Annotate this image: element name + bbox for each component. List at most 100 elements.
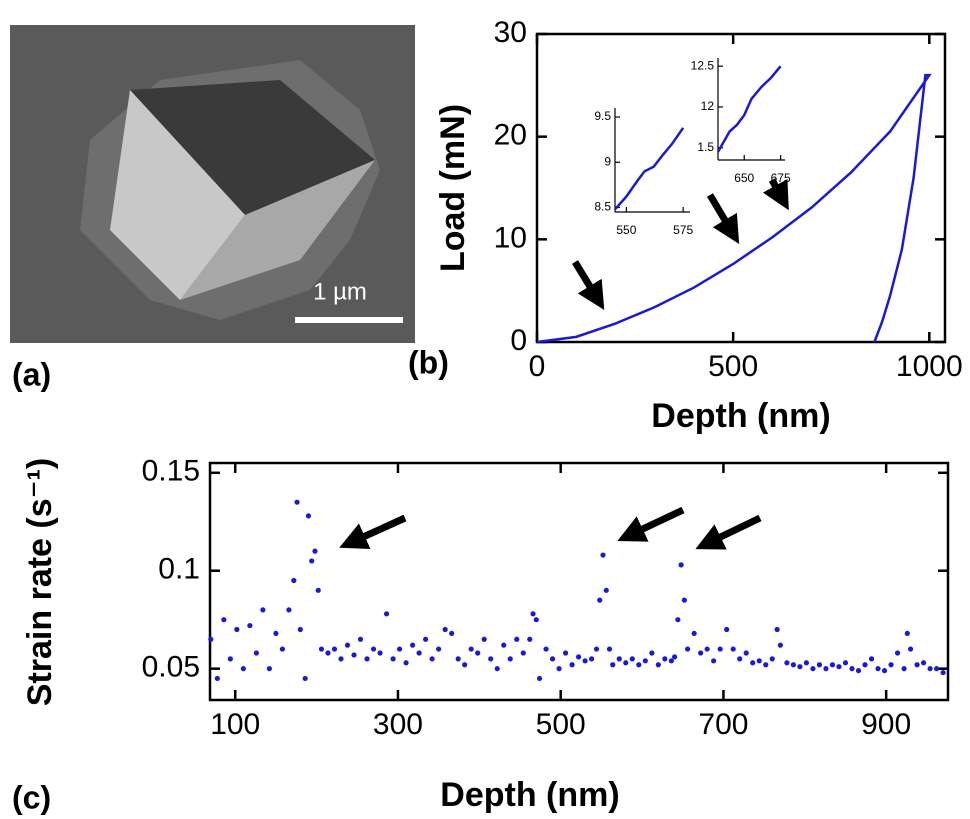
y-tick-label: 0	[510, 324, 527, 357]
data-point	[875, 666, 881, 672]
data-point	[543, 646, 549, 652]
y-tick-label: 30	[494, 16, 527, 49]
data-point	[597, 597, 603, 603]
data-point	[214, 675, 220, 682]
data-point	[501, 642, 507, 648]
y-tick-label: 8.5	[594, 200, 611, 214]
data-point	[410, 642, 416, 648]
data-point	[756, 658, 762, 664]
panel-label: (b)	[408, 344, 449, 380]
data-point	[533, 617, 539, 623]
data-point	[603, 587, 609, 593]
data-point	[940, 669, 946, 676]
data-point	[730, 646, 736, 652]
data-point	[774, 626, 780, 633]
data-point	[606, 646, 613, 652]
data-point	[816, 662, 823, 668]
x-tick-label: 300	[373, 708, 423, 741]
y-tick-label: 0.1	[158, 553, 200, 586]
data-point	[234, 626, 240, 633]
data-point	[894, 650, 901, 656]
data-line	[536, 73, 932, 344]
data-point	[862, 662, 868, 668]
data-point	[724, 626, 730, 633]
data-point	[208, 636, 214, 642]
x-tick-label: 675	[771, 171, 791, 185]
data-point	[423, 636, 429, 642]
data-point	[763, 662, 769, 668]
y-axis-label: Strain rate (s⁻¹)	[21, 458, 59, 706]
data-line	[614, 127, 685, 211]
data-point	[888, 662, 894, 668]
sem-image: 1 µm	[10, 25, 415, 343]
data-point	[711, 658, 717, 664]
data-point	[649, 650, 655, 656]
x-axis-label: Depth (nm)	[651, 397, 830, 435]
data-point	[623, 660, 629, 666]
data-point	[291, 577, 297, 584]
data-point	[253, 650, 259, 656]
data-point	[318, 646, 325, 652]
data-point	[662, 656, 668, 662]
data-point	[247, 622, 253, 629]
data-point	[364, 656, 370, 662]
y-tick-label: 12.5	[691, 58, 715, 72]
data-point	[901, 666, 907, 672]
data-point	[468, 646, 474, 652]
data-point	[305, 513, 312, 519]
data-point	[636, 662, 642, 668]
data-point	[685, 646, 691, 652]
data-point	[260, 607, 266, 613]
data-point	[556, 666, 562, 672]
data-point	[823, 666, 829, 672]
data-point	[536, 675, 543, 682]
data-point	[383, 611, 390, 617]
data-point	[273, 630, 279, 637]
data-point	[655, 662, 661, 668]
data-point	[436, 646, 442, 652]
data-point	[803, 660, 810, 666]
data-point	[589, 656, 595, 662]
x-tick-label: 900	[861, 708, 911, 741]
data-point	[642, 658, 648, 664]
data-point	[743, 650, 749, 656]
data-point	[390, 656, 396, 662]
data-point	[377, 650, 383, 656]
data-point	[416, 650, 422, 656]
data-point	[357, 636, 364, 642]
data-point	[668, 658, 674, 664]
data-point	[279, 646, 286, 652]
data-point	[462, 662, 468, 668]
data-point	[475, 650, 481, 656]
y-tick-label: 9.5	[594, 109, 611, 123]
data-point	[302, 675, 308, 682]
data-point	[672, 654, 678, 660]
data-point	[675, 617, 681, 623]
y-tick-label: 1.5	[697, 140, 714, 154]
x-tick-label: 100	[210, 708, 260, 741]
data-point	[562, 650, 569, 656]
arrows	[339, 178, 789, 550]
data-point	[704, 646, 710, 652]
data-point	[927, 666, 933, 672]
data-point	[530, 611, 536, 617]
data-point	[494, 666, 500, 672]
y-tick-label: 10	[494, 221, 527, 254]
data-point	[629, 656, 635, 662]
x-tick-label: 1000	[896, 350, 963, 383]
data-point	[403, 660, 409, 666]
panel-label: (c)	[12, 779, 51, 815]
data-point	[790, 662, 797, 668]
plot-frame	[535, 32, 947, 344]
data-point	[914, 662, 920, 668]
data-point	[737, 656, 743, 662]
y-tick-label: 9	[604, 154, 611, 168]
x-tick-label: 500	[536, 708, 586, 741]
y-tick-label: 0.05	[142, 651, 200, 684]
data-point	[294, 499, 300, 505]
data-point	[396, 646, 403, 652]
x-tick-label: 650	[734, 171, 754, 185]
data-point	[429, 656, 435, 662]
data-point	[569, 662, 575, 668]
data-point	[286, 607, 292, 613]
